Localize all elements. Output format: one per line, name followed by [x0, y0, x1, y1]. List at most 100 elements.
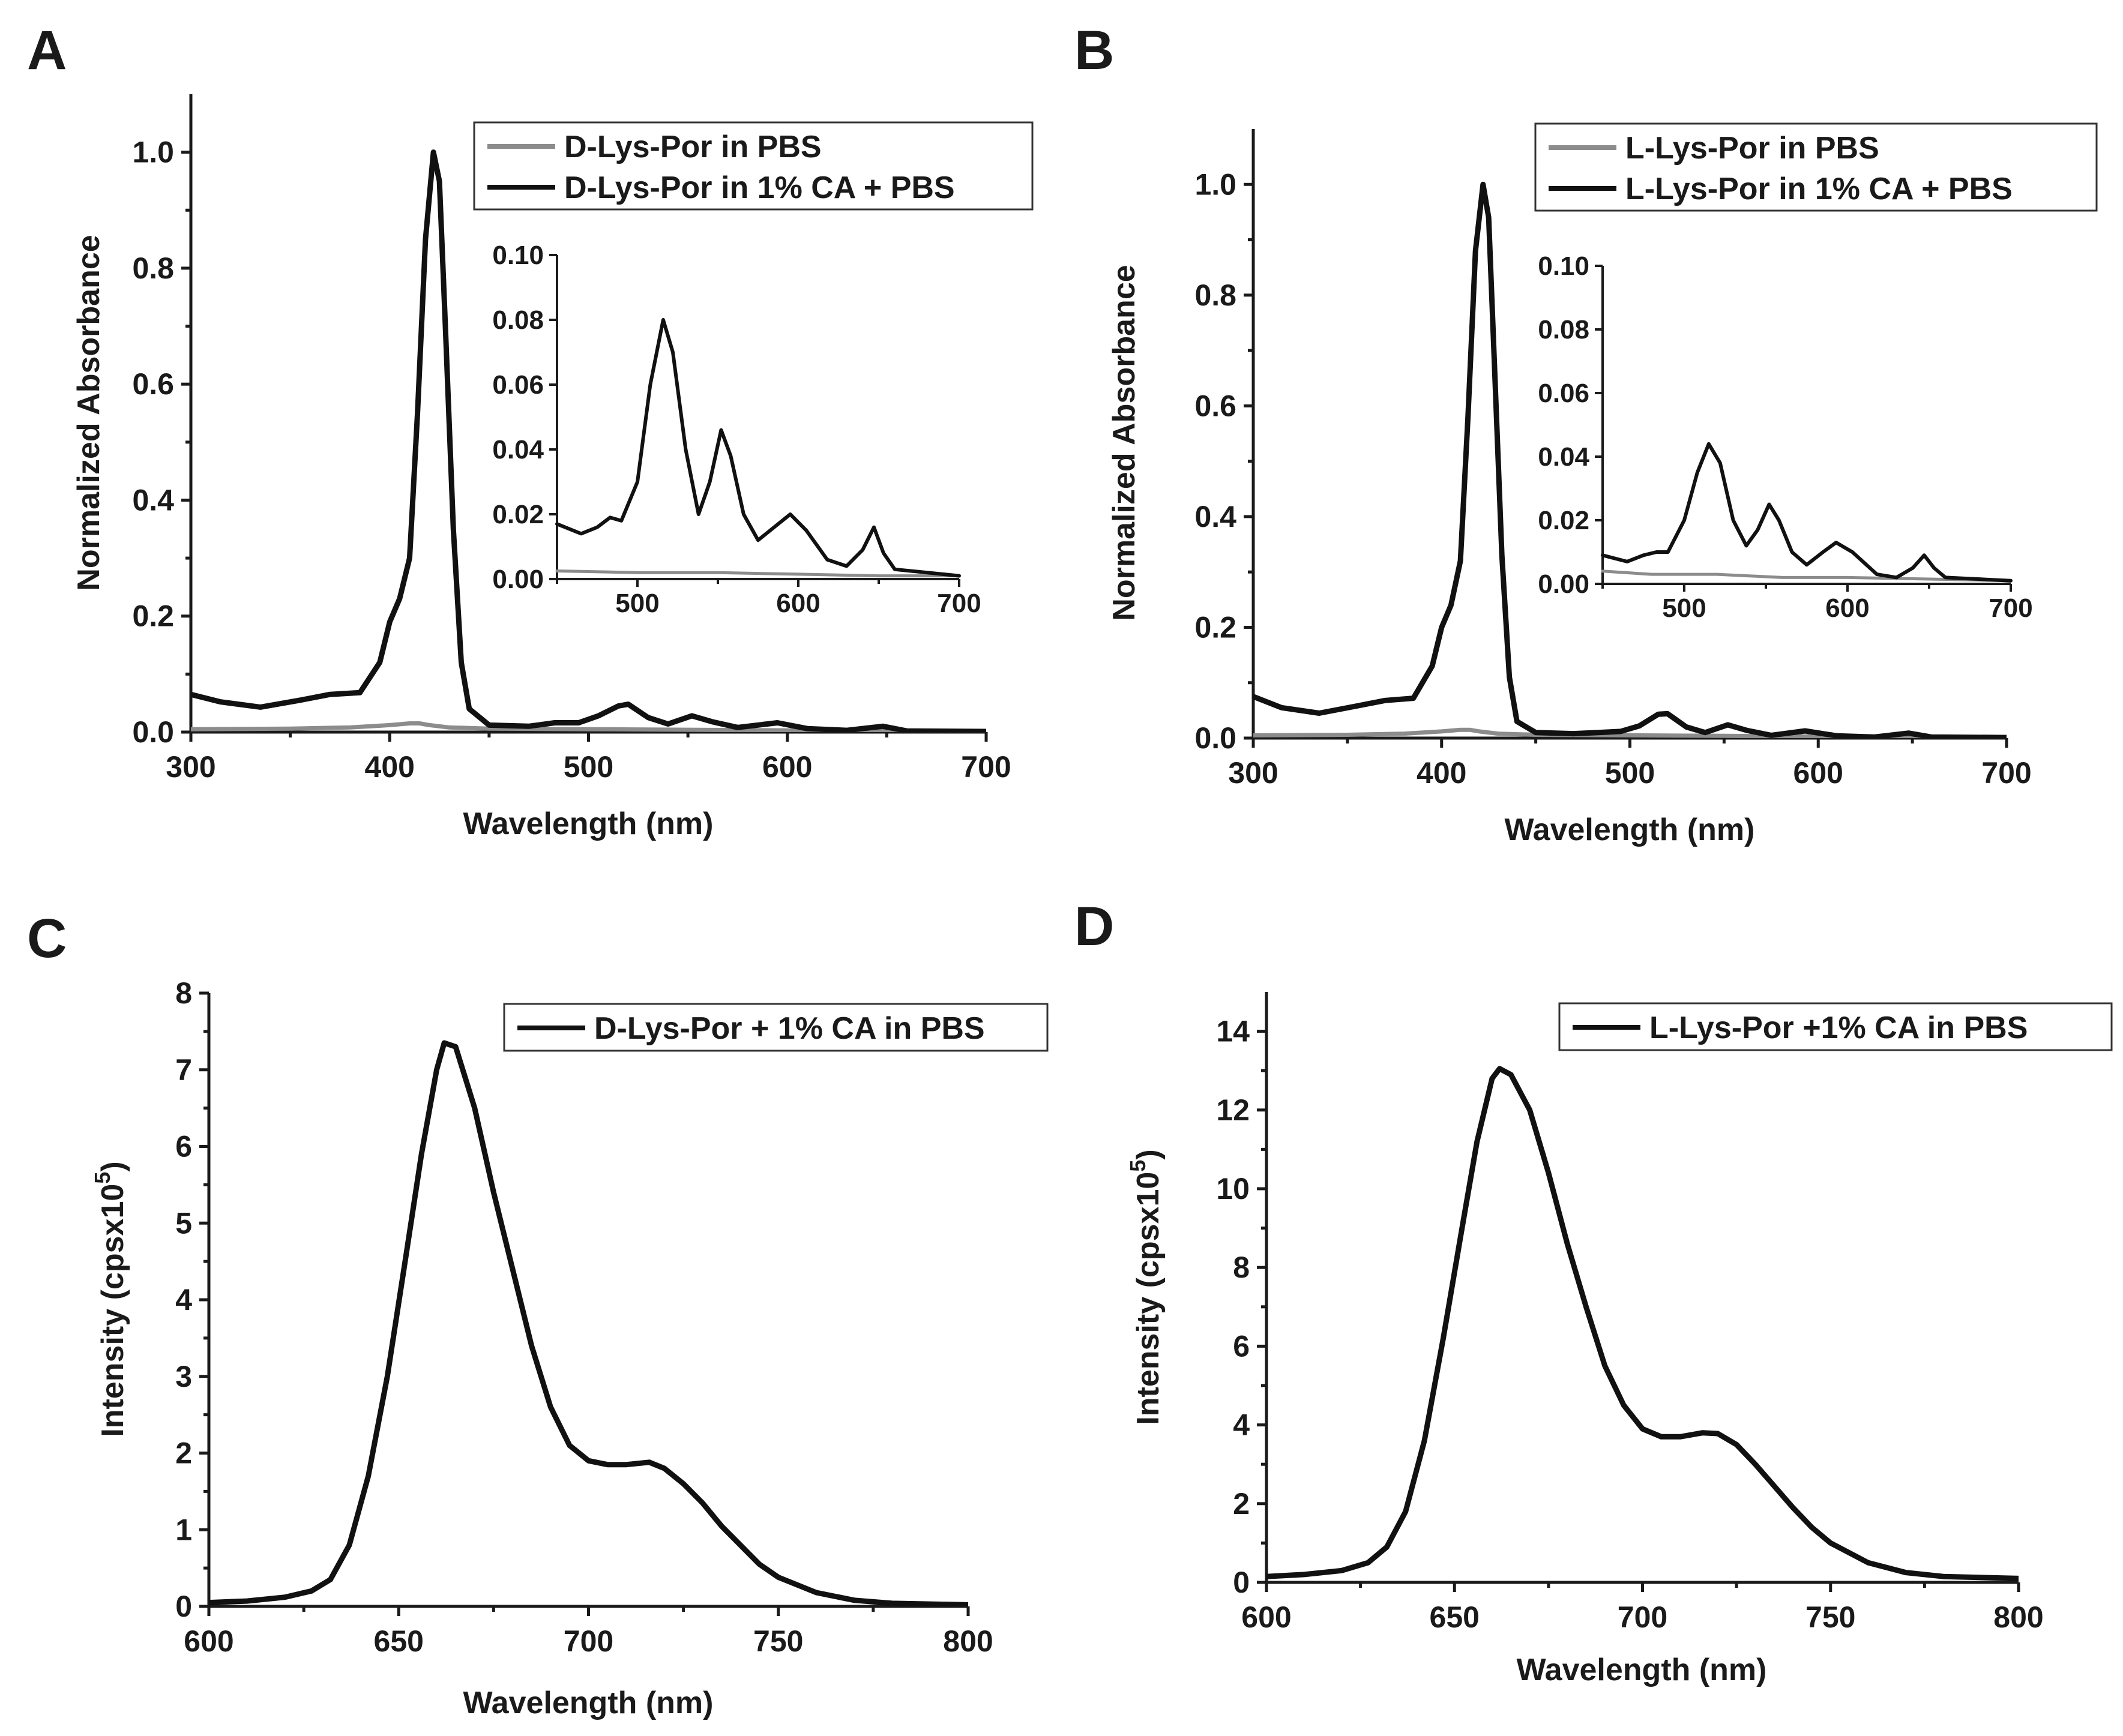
- x-tick-label: 800: [1993, 1600, 2043, 1634]
- x-tick-label: 650: [1430, 1600, 1480, 1634]
- inset: 500 600 700 0.00 0.02 0.04 0.06 0.08 0.10: [1538, 228, 2052, 642]
- x-axis-title: Wavelength (nm): [1505, 812, 1755, 847]
- legend-label: L-Lys-Por +1% CA in PBS: [1649, 1011, 2028, 1045]
- y-axis-title: Normalized Absorbance: [71, 235, 106, 590]
- inset-y-tick-label: 0.02: [492, 500, 544, 529]
- panel-c: C 600 650 700 750 800 0 1 2 3 4 5 6 7 8 Wavelength (nm)…: [27, 908, 1049, 1720]
- x-tick-label: 400: [365, 750, 415, 784]
- inset-series-line-0: [555, 569, 961, 578]
- y-tick-label: 0: [1233, 1566, 1250, 1599]
- inset-y-tick-label: 0.00: [1538, 569, 1589, 599]
- x-tick-label: 300: [166, 750, 215, 784]
- y-axis-title-end: ): [1131, 1149, 1166, 1159]
- y-tick-label: 0.0: [132, 715, 174, 749]
- legend: L-Lys-Por in PBS L-Lys-Por in 1% CA + PBS: [1534, 122, 2098, 212]
- y-tick-label: 1: [175, 1513, 192, 1546]
- inset-y-tick-label: 0.10: [1538, 251, 1589, 281]
- y-axis-title-sup: 5: [1125, 1160, 1150, 1172]
- x-axis-title: Wavelength (nm): [463, 806, 714, 841]
- legend-box: [1534, 122, 2098, 212]
- y-tick-label: 0.2: [132, 599, 174, 633]
- legend-label: L-Lys-Por in 1% CA + PBS: [1625, 172, 2013, 206]
- inset-y-tick-label: 0.06: [1538, 379, 1589, 408]
- inset-y-tick-label: 0.08: [492, 305, 544, 335]
- x-tick-label: 650: [374, 1624, 424, 1658]
- panel-d: D 600 650 700 750 800 0 2 4 6 8 10 12 14 Wavelength (n…: [1074, 896, 2113, 1687]
- x-tick-label: 700: [564, 1624, 613, 1658]
- legend-box: [473, 121, 1034, 211]
- y-tick-label: 0.2: [1194, 610, 1236, 644]
- y-tick-label: 6: [1233, 1329, 1250, 1363]
- panel-letter: D: [1074, 896, 1114, 957]
- y-tick-label: 3: [175, 1360, 192, 1393]
- legend-label: D-Lys-Por + 1% CA in PBS: [594, 1011, 985, 1046]
- y-axis-title-end: ): [95, 1161, 130, 1171]
- y-axis-title-main: Intensity (cpsx10: [1131, 1172, 1166, 1425]
- inset-x-tick-label: 600: [776, 589, 820, 618]
- y-tick-label: 8: [175, 976, 192, 1010]
- x-tick-label: 600: [762, 750, 812, 784]
- series-line-1: [191, 149, 986, 732]
- x-tick-label: 750: [753, 1624, 803, 1658]
- x-tick-label: 500: [1605, 756, 1655, 790]
- inset-series-line-1: [1601, 442, 2013, 583]
- y-tick-label: 0.8: [132, 251, 174, 285]
- x-tick-label: 500: [564, 750, 613, 784]
- x-tick-label: 600: [184, 1624, 233, 1658]
- legend: D-Lys-Por + 1% CA in PBS: [503, 1003, 1049, 1052]
- inset-series-line-1: [555, 318, 961, 578]
- panel-letter: A: [27, 20, 67, 81]
- inset-x-tick-label: 600: [1825, 593, 1869, 623]
- legend: D-Lys-Por in PBS D-Lys-Por in 1% CA + PBS: [473, 121, 1034, 211]
- legend-label: L-Lys-Por in PBS: [1625, 131, 1879, 166]
- y-axis-title: Intensity (cpsx105): [90, 1161, 130, 1437]
- panel-a: A 300 400 500 600 700 0.0 0.2 0.4 0.6 0.8 1.0 Wavele…: [27, 20, 1034, 841]
- y-tick-label: 0.4: [1194, 500, 1236, 533]
- inset-y-tick-label: 0.04: [492, 435, 544, 464]
- y-axis-title-main: Normalized Absorbance: [1107, 265, 1142, 620]
- y-tick-label: 8: [1233, 1251, 1250, 1284]
- inset-x-tick-label: 500: [615, 589, 659, 618]
- y-axis-title-sup: 5: [90, 1172, 115, 1184]
- series-group: [1266, 1066, 2019, 1581]
- series-group: [1253, 181, 2007, 738]
- y-tick-label: 14: [1216, 1015, 1250, 1048]
- y-axis-title: Normalized Absorbance: [1107, 265, 1142, 620]
- y-tick-label: 4: [1233, 1408, 1250, 1442]
- inset-y-tick-label: 0.10: [492, 241, 544, 270]
- y-tick-label: 4: [175, 1283, 192, 1317]
- x-tick-label: 800: [943, 1624, 993, 1658]
- inset-y-tick-label: 0.06: [492, 370, 544, 400]
- legend: L-Lys-Por +1% CA in PBS: [1558, 1002, 2113, 1051]
- y-tick-label: 5: [175, 1206, 192, 1240]
- y-tick-label: 0: [175, 1590, 192, 1623]
- series-line-1: [1253, 181, 2007, 738]
- series-group: [209, 1040, 968, 1606]
- series-line-0: [191, 721, 986, 732]
- x-tick-label: 700: [961, 750, 1011, 784]
- inset-background: [497, 219, 1007, 633]
- series-line-0: [1253, 727, 2007, 738]
- x-axis-title: Wavelength (nm): [1517, 1653, 1767, 1687]
- y-tick-label: 0.4: [132, 483, 174, 517]
- y-tick-label: 7: [175, 1053, 192, 1087]
- inset: 500 600 700 0.00 0.02 0.04 0.06 0.08 0.10: [492, 219, 1007, 633]
- y-tick-label: 0.6: [132, 367, 174, 401]
- inset-y-tick-label: 0.00: [492, 565, 544, 594]
- inset-x-tick-label: 500: [1662, 593, 1706, 623]
- y-tick-label: 1.0: [1194, 167, 1236, 201]
- x-tick-label: 600: [1793, 756, 1843, 790]
- x-axis-title: Wavelength (nm): [463, 1686, 714, 1720]
- inset-y-tick-label: 0.02: [1538, 506, 1589, 535]
- x-tick-label: 750: [1805, 1600, 1855, 1634]
- inset-y-tick-label: 0.04: [1538, 442, 1589, 472]
- series-line-0: [209, 1040, 968, 1606]
- panel-b: B 300 400 500 600 700 0.0 0.2 0.4 0.6 0.8 1.0 Wavele…: [1074, 20, 2098, 847]
- inset-x-tick-label: 700: [1989, 593, 2032, 623]
- y-tick-label: 1.0: [132, 136, 174, 169]
- y-axis-title-main: Intensity (cpsx10: [95, 1184, 130, 1437]
- x-tick-label: 300: [1228, 756, 1278, 790]
- series-group: [191, 149, 986, 732]
- legend-label: D-Lys-Por in 1% CA + PBS: [564, 170, 955, 205]
